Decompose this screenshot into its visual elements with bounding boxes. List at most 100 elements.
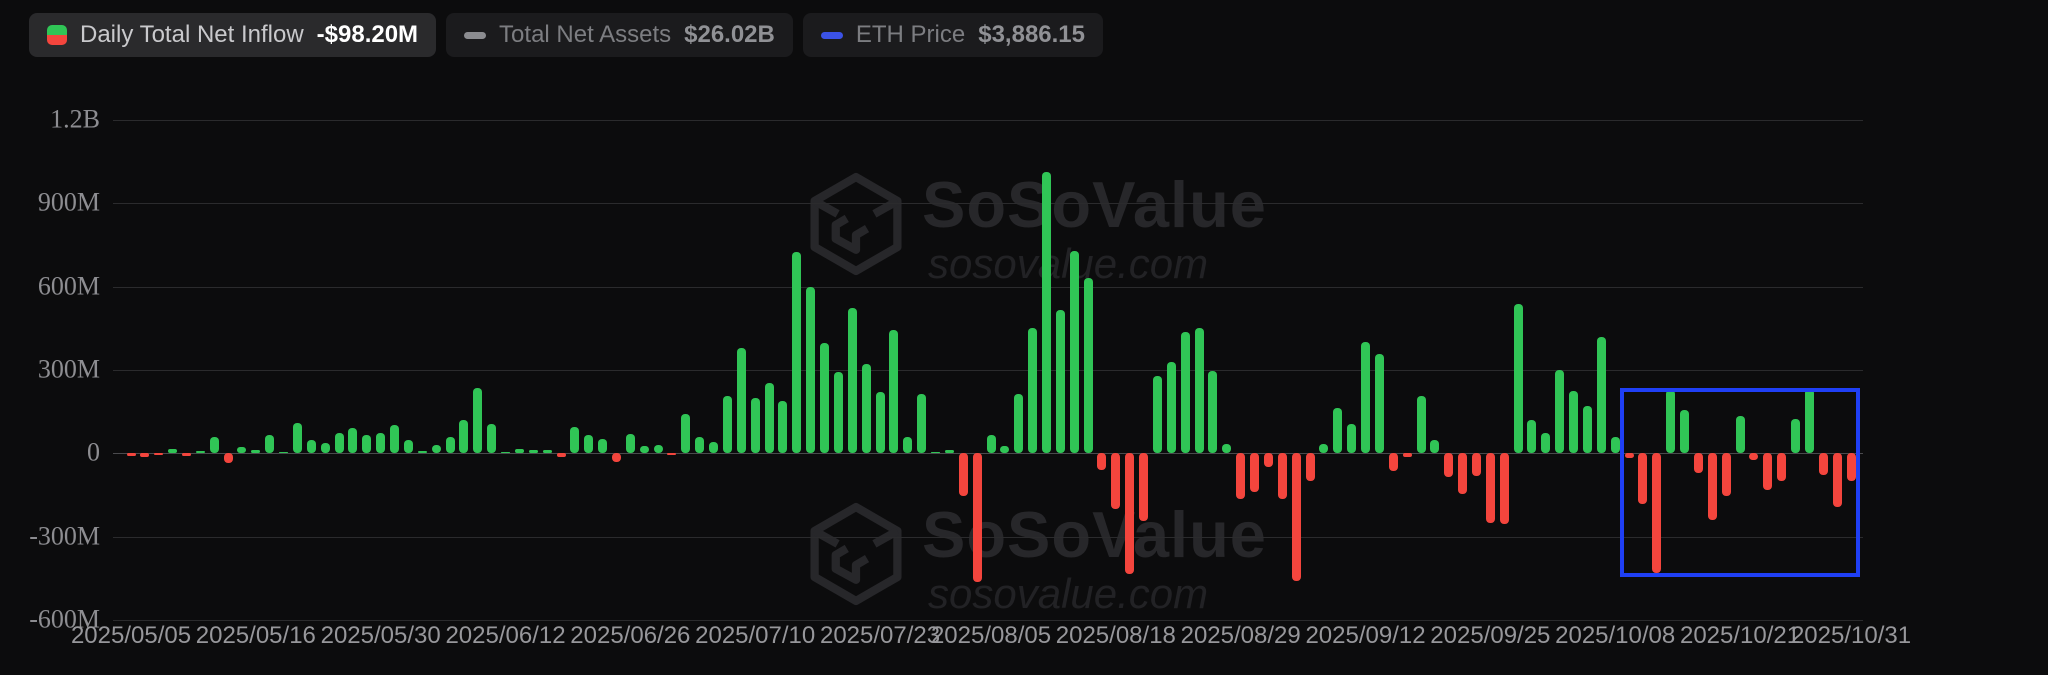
inflow-bar[interactable] [1582,406,1592,454]
inflow-bar[interactable] [1069,251,1079,454]
inflow-bar[interactable] [1527,420,1537,454]
outflow-bar[interactable] [1846,453,1856,481]
inflow-bar[interactable] [681,413,691,454]
outflow-bar[interactable] [1485,453,1495,524]
inflow-bar[interactable] [598,439,608,454]
outflow-bar[interactable] [1125,453,1135,575]
legend-chip-total-net-assets[interactable]: Total Net Assets $26.02B [446,13,793,57]
outflow-bar[interactable] [1444,453,1454,477]
outflow-bar[interactable] [140,453,150,457]
inflow-bar[interactable] [168,448,178,454]
inflow-bar[interactable] [279,451,289,454]
inflow-bar[interactable] [501,451,511,454]
inflow-bar[interactable] [1680,410,1690,454]
inflow-bar[interactable] [1000,446,1010,454]
inflow-bar[interactable] [1666,389,1676,454]
outflow-bar[interactable] [126,453,136,457]
inflow-bar[interactable] [889,329,899,454]
inflow-bar[interactable] [1430,440,1440,454]
inflow-bar[interactable] [209,436,219,454]
outflow-bar[interactable] [958,453,968,497]
inflow-bar[interactable] [390,424,400,454]
inflow-bar[interactable] [265,434,275,454]
inflow-bar[interactable] [625,434,635,454]
inflow-bar[interactable] [750,397,760,454]
inflow-bar[interactable] [847,308,857,454]
inflow-bar[interactable] [1569,390,1579,454]
outflow-bar[interactable] [1250,453,1260,493]
legend-chip-eth-price[interactable]: ETH Price $3,886.15 [802,13,1104,57]
inflow-bar[interactable] [695,436,705,454]
outflow-bar[interactable] [1236,453,1246,499]
outflow-bar[interactable] [223,453,233,464]
outflow-bar[interactable] [556,453,566,457]
inflow-bar[interactable] [931,451,941,454]
outflow-bar[interactable] [1402,453,1412,457]
inflow-bar[interactable] [875,391,885,454]
outflow-bar[interactable] [1111,453,1121,509]
inflow-bar[interactable] [1513,303,1523,454]
inflow-bar[interactable] [1596,337,1606,454]
outflow-bar[interactable] [1097,453,1107,470]
inflow-bar[interactable] [431,444,441,454]
inflow-bar[interactable] [792,252,802,454]
outflow-bar[interactable] [1693,453,1703,474]
inflow-bar[interactable] [528,450,538,454]
inflow-bar[interactable] [1555,369,1565,454]
outflow-bar[interactable] [1277,453,1287,499]
inflow-bar[interactable] [709,441,719,454]
outflow-bar[interactable] [1707,453,1717,520]
inflow-bar[interactable] [903,436,913,454]
inflow-bar[interactable] [459,419,469,454]
inflow-bar[interactable] [1374,354,1384,454]
inflow-bar[interactable] [1166,361,1176,454]
inflow-bar[interactable] [1055,309,1065,454]
inflow-bar[interactable] [917,393,927,454]
inflow-bar[interactable] [1083,278,1093,454]
inflow-bar[interactable] [376,433,386,454]
inflow-bar[interactable] [292,423,302,454]
inflow-bar[interactable] [251,449,261,454]
inflow-bar[interactable] [320,443,330,454]
inflow-bar[interactable] [584,435,594,454]
inflow-bar[interactable] [1028,327,1038,454]
outflow-bar[interactable] [1499,453,1509,525]
outflow-bar[interactable] [1388,453,1398,472]
outflow-bar[interactable] [1624,453,1634,458]
inflow-bar[interactable] [1804,389,1814,454]
outflow-bar[interactable] [1638,453,1648,504]
inflow-bar[interactable] [487,423,497,454]
outflow-bar[interactable] [1818,453,1828,476]
outflow-bar[interactable] [1763,453,1773,490]
inflow-bar[interactable] [1416,395,1426,454]
inflow-bar[interactable] [237,447,247,454]
inflow-bar[interactable] [1041,172,1051,454]
inflow-bar[interactable] [473,388,483,454]
inflow-bar[interactable] [334,433,344,454]
inflow-bar[interactable] [1194,328,1204,454]
outflow-bar[interactable] [667,453,677,456]
outflow-bar[interactable] [1471,453,1481,477]
inflow-bar[interactable] [986,435,996,454]
inflow-bar[interactable] [1014,393,1024,454]
inflow-bar[interactable] [514,448,524,454]
inflow-bar[interactable] [1735,416,1745,454]
inflow-bar[interactable] [542,450,552,454]
inflow-bar[interactable] [764,382,774,454]
inflow-bar[interactable] [736,348,746,454]
outflow-bar[interactable] [1291,453,1301,581]
legend-chip-daily-net-inflow[interactable]: Daily Total Net Inflow -$98.20M [29,13,437,57]
outflow-bar[interactable] [1263,453,1273,467]
inflow-bar[interactable] [806,287,816,454]
inflow-bar[interactable] [1222,444,1232,454]
inflow-bar[interactable] [639,446,649,454]
inflow-bar[interactable] [362,434,372,454]
inflow-bar[interactable] [1347,424,1357,454]
inflow-bar[interactable] [306,439,316,454]
inflow-bar[interactable] [1208,370,1218,454]
inflow-bar[interactable] [445,436,455,454]
outflow-bar[interactable] [611,453,621,462]
inflow-bar[interactable] [1152,376,1162,454]
inflow-bar[interactable] [1319,443,1329,454]
